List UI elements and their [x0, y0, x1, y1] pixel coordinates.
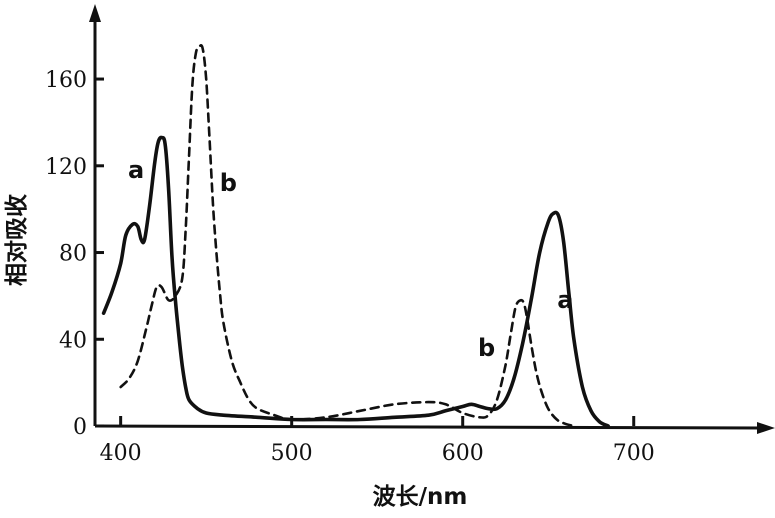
- x-axis: [94, 424, 763, 430]
- series-b-line: [119, 44, 576, 428]
- series-a-line: [101, 135, 610, 428]
- y-tick-label: 0: [73, 415, 87, 440]
- series-a-label: a: [557, 286, 573, 314]
- series-a-label: a: [128, 156, 144, 184]
- y-tick-label: 120: [45, 155, 87, 180]
- y-tick-label: 160: [45, 68, 87, 93]
- y-ticks: 0 40 80 120 160: [45, 68, 104, 440]
- x-tick-label: 500: [271, 441, 313, 466]
- x-ticks: 400 500 600 700: [100, 416, 655, 466]
- series-layer: [101, 44, 610, 428]
- series-b-label: b: [478, 334, 495, 362]
- y-tick-label: 40: [59, 328, 87, 353]
- curve-labels: a b a b: [128, 156, 573, 362]
- x-tick-label: 700: [613, 441, 655, 466]
- series-b-label: b: [220, 169, 237, 197]
- y-axis-title: 相对吸收: [3, 194, 30, 286]
- axes: [89, 4, 775, 434]
- y-tick-label: 80: [59, 242, 87, 267]
- x-tick-label: 600: [442, 441, 484, 466]
- y-axis-arrow: [89, 4, 101, 22]
- x-axis-arrow: [757, 422, 775, 434]
- x-axis-title: 波长/nm: [373, 484, 468, 510]
- x-tick-label: 400: [100, 441, 142, 466]
